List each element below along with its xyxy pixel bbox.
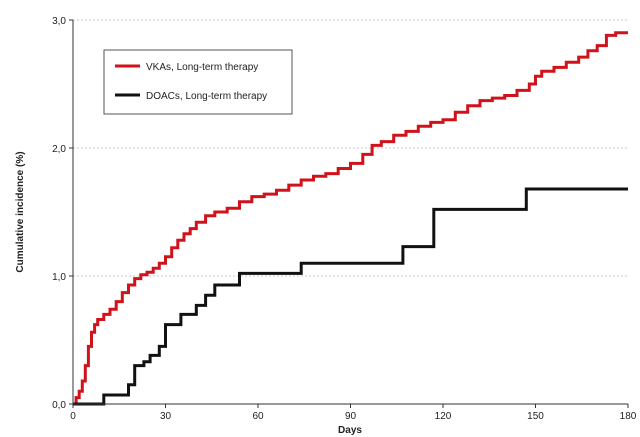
tick-labels: 0 30 60 90 120 150 180 0,0 1,0 2,0 3,0 (52, 16, 637, 422)
legend: VKAs, Long-term therapy DOACs, Long-term … (103, 49, 293, 115)
x-tick-label-4: 120 (435, 411, 452, 422)
x-tick-label-5: 150 (527, 411, 544, 422)
y-tick-label-1: 1,0 (52, 272, 66, 283)
legend-label-2: DOACs, Long-term therapy (146, 91, 267, 102)
gridlines (73, 19, 628, 277)
series-line-2 (73, 187, 628, 406)
y-tick-label-2: 2,0 (52, 144, 66, 155)
x-axis-title: Days (338, 425, 362, 436)
axes (69, 19, 629, 408)
x-tick-label-2: 60 (252, 411, 264, 422)
x-tick-label-3: 90 (345, 411, 357, 422)
legend-box (103, 49, 293, 115)
series-line-1 (73, 31, 628, 406)
x-tick-label-6: 180 (620, 411, 637, 422)
legend-label-1: VKAs, Long-term therapy (146, 62, 258, 73)
y-tick-label-0: 0,0 (52, 400, 66, 411)
x-tick-label-0: 0 (70, 411, 76, 422)
series-group (73, 31, 628, 406)
y-tick-label-3: 3,0 (52, 16, 66, 27)
y-axis-title: Cumulative incidence (%) (15, 151, 26, 272)
x-tick-label-1: 30 (160, 411, 172, 422)
